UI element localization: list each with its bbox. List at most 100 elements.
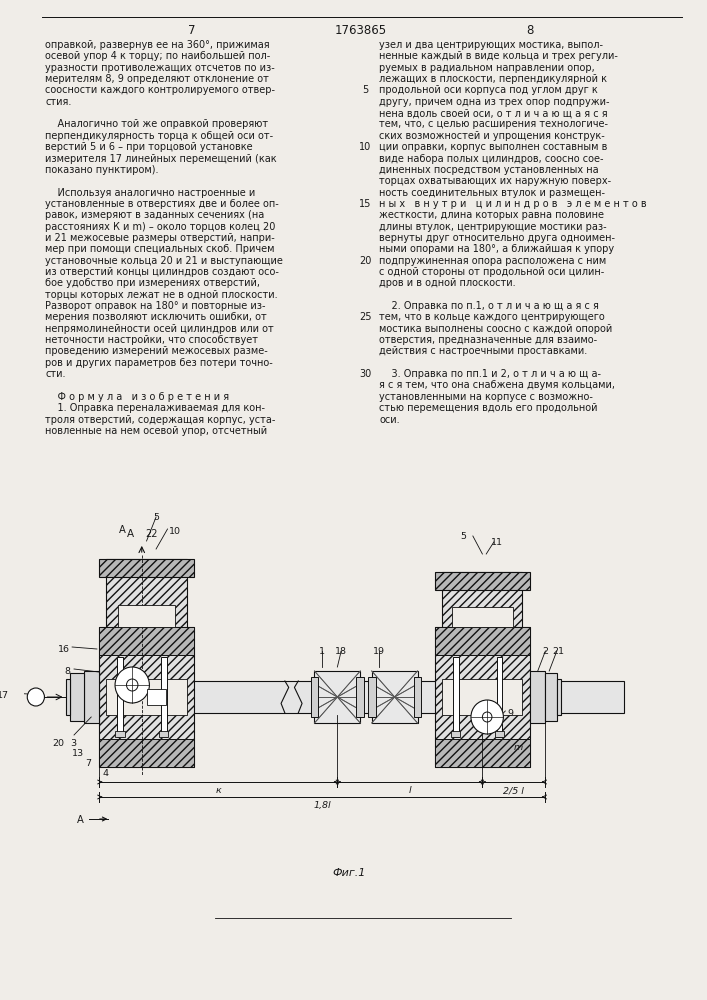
Text: дров и в одной плоскости.: дров и в одной плоскости. xyxy=(380,278,516,288)
Text: оправкой, развернув ее на 360°, прижимая: оправкой, развернув ее на 360°, прижимая xyxy=(45,40,270,50)
Text: 4: 4 xyxy=(103,769,108,778)
Text: к: к xyxy=(215,786,221,795)
Text: оси.: оси. xyxy=(380,415,400,425)
Text: непрямолинейности осей цилиндров или от: непрямолинейности осей цилиндров или от xyxy=(45,324,274,334)
Text: A: A xyxy=(76,815,83,825)
Text: 1. Оправка переналаживаемая для кон-: 1. Оправка переналаживаемая для кон- xyxy=(45,403,265,413)
Text: A: A xyxy=(119,525,126,535)
Text: бое удобство при измерениях отверстий,: бое удобство при измерениях отверстий, xyxy=(45,278,260,288)
Text: неточности настройки, что способствует: неточности настройки, что способствует xyxy=(45,335,258,345)
Bar xyxy=(545,673,557,721)
Text: руемых в радиальном направлении опор,: руемых в радиальном направлении опор, xyxy=(380,63,595,73)
Bar xyxy=(452,657,459,737)
Text: лежащих в плоскости, перпендикулярной к: лежащих в плоскости, перпендикулярной к xyxy=(380,74,607,84)
Text: 8: 8 xyxy=(64,667,70,676)
Circle shape xyxy=(471,700,503,734)
Text: 17: 17 xyxy=(0,691,9,700)
Text: мерителям 8, 9 определяют отклонение от: мерителям 8, 9 определяют отклонение от xyxy=(45,74,269,84)
Bar xyxy=(315,671,361,723)
Text: виде набора полых цилиндров, соосно сое-: виде набора полых цилиндров, соосно сое- xyxy=(380,153,604,163)
Bar xyxy=(372,671,418,723)
Circle shape xyxy=(482,712,492,722)
Text: Разворот оправок на 180° и повторные из-: Разворот оправок на 180° и повторные из- xyxy=(45,301,266,311)
Text: ции оправки, корпус выполнен составным в: ции оправки, корпус выполнен составным в xyxy=(380,142,608,152)
Text: диненных посредством установленных на: диненных посредством установленных на xyxy=(380,165,599,175)
Text: вернуты друг относительно друга одноимен-: вернуты друг относительно друга одноимен… xyxy=(380,233,615,243)
Text: 22: 22 xyxy=(146,529,158,539)
Bar xyxy=(107,679,187,715)
Text: н ы х   в н у т р и   ц и л и н д р о в   э л е м е н т о в: н ы х в н у т р и ц и л и н д р о в э л … xyxy=(380,199,647,209)
Circle shape xyxy=(115,667,149,703)
Text: 2/5 l: 2/5 l xyxy=(503,786,525,795)
Text: тем, что, с целью расширения технологиче-: тем, что, с целью расширения технологиче… xyxy=(380,119,608,129)
Text: торцах охватывающих их наружную поверх-: торцах охватывающих их наружную поверх- xyxy=(380,176,612,186)
Text: 3. Оправка по пп.1 и 2, о т л и ч а ю щ а-: 3. Оправка по пп.1 и 2, о т л и ч а ю щ … xyxy=(380,369,602,379)
Text: 10: 10 xyxy=(359,142,371,152)
Bar xyxy=(557,679,561,715)
Bar xyxy=(159,731,168,737)
Bar xyxy=(452,607,513,627)
Bar xyxy=(161,657,167,737)
Text: Аналогично той же оправкой проверяют: Аналогично той же оправкой проверяют xyxy=(45,119,269,129)
Text: ров и других параметров без потери точно-: ров и других параметров без потери точно… xyxy=(45,358,273,368)
Bar xyxy=(83,671,99,723)
Text: 18: 18 xyxy=(335,647,347,656)
Text: стью перемещения вдоль его продольной: стью перемещения вдоль его продольной xyxy=(380,403,598,413)
Bar xyxy=(443,572,522,627)
Text: 1: 1 xyxy=(319,647,325,656)
Bar xyxy=(70,673,83,721)
Text: 20: 20 xyxy=(359,256,371,266)
Text: 5: 5 xyxy=(460,532,467,541)
Text: 30: 30 xyxy=(359,369,371,379)
Text: 20: 20 xyxy=(52,739,64,748)
Bar xyxy=(146,689,165,705)
Text: 9: 9 xyxy=(507,709,513,718)
Text: 13: 13 xyxy=(71,749,83,758)
Bar xyxy=(356,677,364,717)
Text: 5: 5 xyxy=(153,513,159,522)
Text: и 21 межосевые размеры отверстий, напри-: и 21 межосевые размеры отверстий, напри- xyxy=(45,233,275,243)
Text: длины втулок, центрирующие мостики раз-: длины втулок, центрирующие мостики раз- xyxy=(380,222,607,232)
Text: верстий 5 и 6 – при торцовой установке: верстий 5 и 6 – при торцовой установке xyxy=(45,142,253,152)
Text: 15: 15 xyxy=(359,199,371,209)
Text: мостика выполнены соосно с каждой опорой: мостика выполнены соосно с каждой опорой xyxy=(380,324,612,334)
Text: 7: 7 xyxy=(85,759,91,768)
Bar xyxy=(368,677,375,717)
Text: установленными на корпусе с возможно-: установленными на корпусе с возможно- xyxy=(380,392,593,402)
Text: установочные кольца 20 и 21 и выступающие: установочные кольца 20 и 21 и выступающи… xyxy=(45,256,284,266)
Text: 21: 21 xyxy=(553,647,565,656)
Text: 11: 11 xyxy=(491,538,503,547)
Text: новленные на нем осевой упор, отсчетный: новленные на нем осевой упор, отсчетный xyxy=(45,426,267,436)
Bar xyxy=(435,739,530,767)
Text: тем, что в кольце каждого центрирующего: тем, что в кольце каждого центрирующего xyxy=(380,312,605,322)
Text: 1,8l: 1,8l xyxy=(313,801,331,810)
Circle shape xyxy=(127,679,138,691)
Text: измерителя 17 линейных перемещений (как: измерителя 17 линейных перемещений (как xyxy=(45,153,277,163)
Bar xyxy=(115,731,124,737)
Bar xyxy=(451,731,460,737)
Bar xyxy=(435,572,530,590)
Text: Фиг.1: Фиг.1 xyxy=(332,868,366,878)
Text: уразности противолежащих отсчетов по из-: уразности противолежащих отсчетов по из- xyxy=(45,63,275,73)
Text: торцы которых лежат не в одной плоскости.: торцы которых лежат не в одной плоскости… xyxy=(45,290,278,300)
Text: соосности каждого контролируемого отвер-: соосности каждого контролируемого отвер- xyxy=(45,85,276,95)
Text: A: A xyxy=(127,529,134,539)
Text: мер при помощи специальных скоб. Причем: мер при помощи специальных скоб. Причем xyxy=(45,244,275,254)
Text: Ф о р м у л а   и з о б р е т е н и я: Ф о р м у л а и з о б р е т е н и я xyxy=(45,392,230,402)
Text: l: l xyxy=(409,786,411,795)
Text: проведению измерений межосевых разме-: проведению измерений межосевых разме- xyxy=(45,346,268,356)
Text: 2. Оправка по п.1, о т л и ч а ю щ а я с я: 2. Оправка по п.1, о т л и ч а ю щ а я с… xyxy=(380,301,600,311)
Text: ными опорами на 180°, а ближайшая к упору: ными опорами на 180°, а ближайшая к упор… xyxy=(380,244,614,254)
Text: 16: 16 xyxy=(58,645,70,654)
Text: ских возможностей и упрощения конструк-: ских возможностей и упрощения конструк- xyxy=(380,131,605,141)
Bar xyxy=(497,657,503,737)
Bar xyxy=(414,677,421,717)
Text: жесткости, длина которых равна половине: жесткости, длина которых равна половине xyxy=(380,210,604,220)
Text: 25: 25 xyxy=(358,312,371,322)
Text: отверстия, предназначенные для взаимо-: отверстия, предназначенные для взаимо- xyxy=(380,335,597,345)
Text: осевой упор 4 к торцу; по наибольшей пол-: осевой упор 4 к торцу; по наибольшей пол… xyxy=(45,51,271,61)
Text: 1763865: 1763865 xyxy=(335,24,387,37)
Bar xyxy=(99,627,194,655)
Bar xyxy=(495,731,504,737)
Text: нена вдоль своей оси, о т л и ч а ю щ а я с я: нена вдоль своей оси, о т л и ч а ю щ а … xyxy=(380,108,608,118)
